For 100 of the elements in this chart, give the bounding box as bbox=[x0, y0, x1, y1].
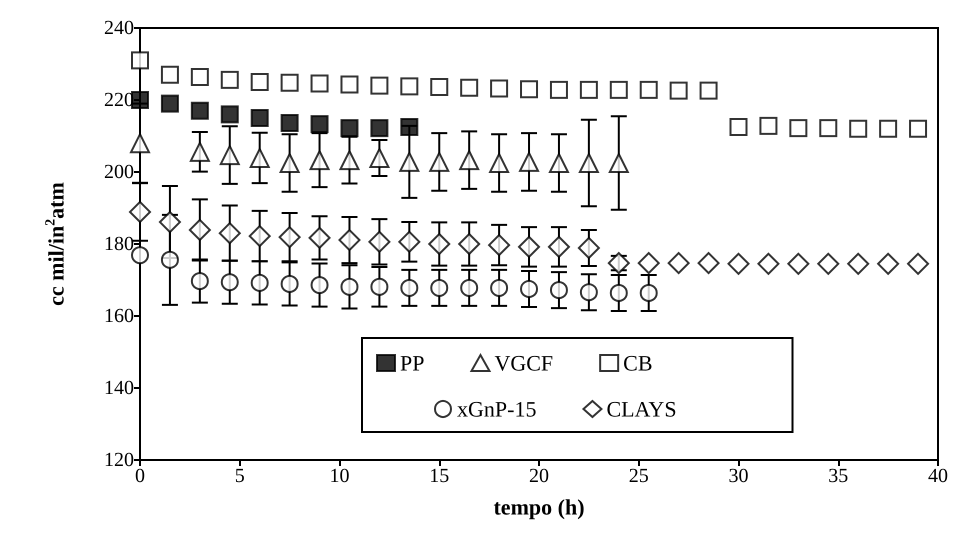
point bbox=[430, 278, 448, 297]
point bbox=[368, 230, 390, 253]
point bbox=[548, 236, 570, 258]
point bbox=[580, 283, 598, 302]
point bbox=[308, 226, 331, 249]
point bbox=[220, 105, 239, 124]
point bbox=[340, 278, 358, 296]
point bbox=[550, 80, 568, 99]
point bbox=[638, 252, 660, 274]
point bbox=[459, 150, 480, 170]
point bbox=[370, 76, 388, 95]
point bbox=[339, 150, 360, 170]
point bbox=[188, 218, 211, 241]
point bbox=[640, 80, 658, 99]
point bbox=[519, 152, 540, 172]
point bbox=[580, 80, 598, 99]
point bbox=[398, 230, 420, 253]
point bbox=[310, 115, 329, 134]
x-tick-label: 10 bbox=[330, 465, 350, 487]
point bbox=[400, 118, 418, 136]
point bbox=[460, 278, 478, 297]
point bbox=[280, 153, 300, 173]
point bbox=[190, 68, 209, 86]
x-tick-label: 0 bbox=[135, 465, 145, 487]
point bbox=[220, 273, 239, 292]
point bbox=[370, 119, 388, 138]
point bbox=[160, 66, 179, 84]
point bbox=[490, 278, 508, 297]
point bbox=[817, 252, 840, 275]
point bbox=[218, 222, 241, 244]
point bbox=[190, 142, 210, 162]
point bbox=[190, 272, 209, 290]
point bbox=[340, 76, 358, 94]
legend-label: CB bbox=[623, 350, 653, 376]
point bbox=[131, 51, 149, 70]
point bbox=[819, 119, 838, 138]
point bbox=[518, 236, 540, 258]
point bbox=[399, 152, 420, 172]
point bbox=[847, 252, 870, 275]
legend-label: xGnP-15 bbox=[457, 396, 536, 422]
x-axis-title: tempo (h) bbox=[493, 494, 585, 520]
point bbox=[129, 200, 151, 223]
x-tick-label: 5 bbox=[234, 465, 245, 487]
point bbox=[668, 252, 690, 274]
point bbox=[280, 114, 299, 132]
y-tick-label: 120 bbox=[104, 449, 134, 471]
point bbox=[310, 150, 330, 170]
point bbox=[160, 250, 179, 269]
x-tick-label: 25 bbox=[628, 465, 649, 487]
point bbox=[248, 225, 271, 248]
point bbox=[849, 120, 868, 138]
point bbox=[250, 73, 269, 91]
point bbox=[429, 152, 450, 172]
point bbox=[640, 284, 658, 302]
point bbox=[338, 229, 360, 252]
point bbox=[578, 153, 599, 173]
point bbox=[190, 102, 209, 120]
point bbox=[278, 226, 301, 248]
y-tick-label: 180 bbox=[104, 233, 134, 255]
point bbox=[130, 133, 150, 154]
point bbox=[610, 284, 628, 302]
legend-label: PP bbox=[400, 350, 424, 376]
point bbox=[757, 252, 780, 275]
point bbox=[220, 145, 240, 166]
point bbox=[310, 74, 329, 92]
point bbox=[220, 70, 239, 89]
point bbox=[310, 276, 329, 294]
point bbox=[550, 281, 568, 300]
point bbox=[400, 278, 418, 297]
point bbox=[728, 252, 750, 275]
x-tick-label: 15 bbox=[429, 465, 450, 487]
point bbox=[280, 274, 299, 293]
y-tick-label: 160 bbox=[104, 305, 134, 327]
point bbox=[400, 77, 418, 96]
x-tick-label: 40 bbox=[928, 465, 948, 487]
point bbox=[460, 78, 478, 97]
legend-label: CLAYS bbox=[606, 396, 677, 422]
x-tick-label: 30 bbox=[728, 465, 748, 487]
point bbox=[250, 109, 269, 127]
point bbox=[907, 252, 930, 275]
point bbox=[428, 233, 450, 255]
point bbox=[250, 148, 270, 168]
point bbox=[787, 252, 810, 275]
point bbox=[670, 82, 688, 100]
point bbox=[700, 82, 718, 100]
point bbox=[488, 234, 510, 256]
point bbox=[608, 153, 629, 173]
y-tick-label: 140 bbox=[104, 377, 134, 399]
point bbox=[877, 252, 900, 275]
point bbox=[158, 211, 181, 234]
point bbox=[520, 80, 538, 98]
point bbox=[160, 94, 179, 113]
point bbox=[250, 274, 269, 292]
point bbox=[489, 153, 510, 173]
point bbox=[458, 233, 480, 255]
point bbox=[610, 80, 628, 99]
point bbox=[759, 116, 778, 135]
point bbox=[340, 119, 358, 138]
y-tick-label: 200 bbox=[104, 161, 134, 183]
point bbox=[698, 252, 720, 274]
